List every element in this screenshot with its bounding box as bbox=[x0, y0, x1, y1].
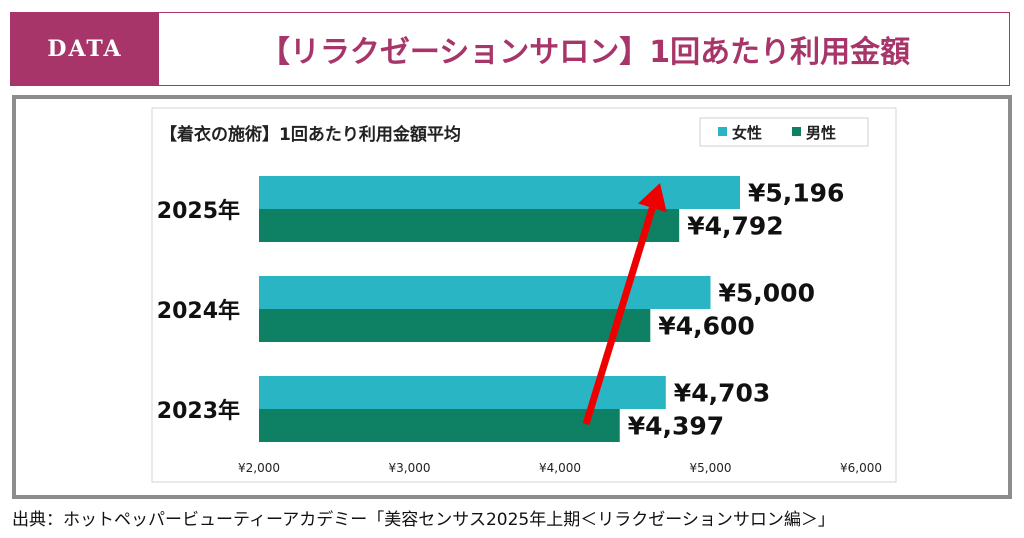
bar-female bbox=[259, 276, 711, 309]
value-label: ¥5,000 bbox=[719, 279, 815, 308]
arrow-head bbox=[638, 183, 667, 213]
value-label: ¥4,703 bbox=[674, 379, 770, 408]
value-label: ¥4,397 bbox=[628, 412, 724, 441]
category-axis-labels: 2025年 2024年 2023年 bbox=[157, 198, 240, 424]
trend-arrow bbox=[582, 183, 667, 426]
legend-label-1: 男性 bbox=[806, 124, 836, 142]
value-labels: ¥5,196 ¥5,000 ¥4,703 ¥4,792 ¥4,600 ¥4,397 bbox=[628, 179, 845, 441]
bar-male bbox=[259, 409, 620, 442]
x-tick-label: ¥4,000 bbox=[539, 461, 581, 475]
x-tick-label: ¥6,000 bbox=[840, 461, 882, 475]
category-label: 2025年 bbox=[157, 198, 240, 224]
chart-legend: 女性 男性 bbox=[699, 117, 869, 147]
x-tick-label: ¥5,000 bbox=[690, 461, 732, 475]
bar-female bbox=[259, 376, 666, 409]
value-label: ¥4,792 bbox=[687, 212, 783, 241]
bar-male bbox=[259, 309, 651, 342]
x-tick-label: ¥2,000 bbox=[238, 461, 280, 475]
category-label: 2023年 bbox=[157, 398, 240, 424]
arrow-shaft bbox=[582, 206, 656, 426]
value-label: ¥4,600 bbox=[658, 312, 754, 341]
category-label: 2024年 bbox=[157, 298, 240, 324]
data-badge: DATA bbox=[11, 13, 159, 85]
bar-male bbox=[259, 209, 680, 242]
chart-title: 【着衣の施術】1回あたり利用金額平均 bbox=[160, 124, 461, 145]
legend-label-0: 女性 bbox=[732, 124, 762, 142]
header-banner: DATA 【リラクゼーションサロン】1回あたり利用金額 bbox=[10, 12, 1010, 86]
x-axis-ticks: ¥2,000 ¥3,000 ¥4,000 ¥5,000 ¥6,000 bbox=[238, 461, 882, 475]
value-label: ¥5,196 bbox=[748, 179, 844, 208]
x-tick-label: ¥3,000 bbox=[389, 461, 431, 475]
page-title: 【リラクゼーションサロン】1回あたり利用金額 bbox=[259, 35, 911, 70]
legend-swatch-1 bbox=[792, 127, 801, 136]
bar-female bbox=[259, 176, 740, 209]
legend-box bbox=[699, 117, 869, 147]
source-citation: 出典：ホットペッパービューティーアカデミー「美容センサス2025年上期＜リラクゼ… bbox=[12, 510, 835, 530]
legend-swatch-0 bbox=[718, 127, 727, 136]
